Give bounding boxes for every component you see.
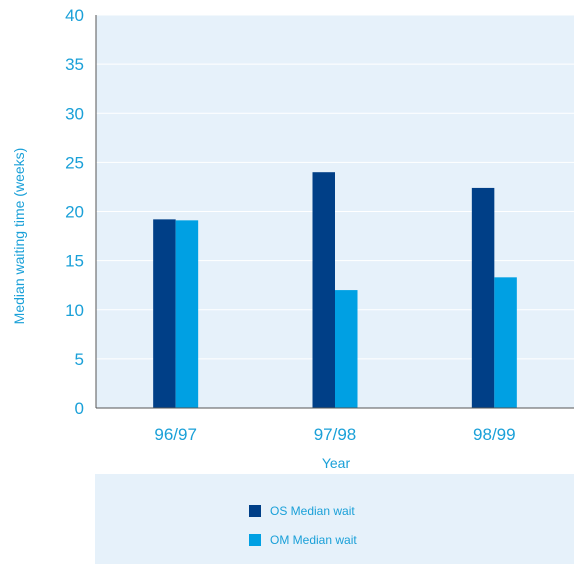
legend: OS Median wait OM Median wait bbox=[95, 474, 574, 564]
x-tick-label: 98/99 bbox=[473, 425, 516, 444]
y-axis-title: Median waiting time (weeks) bbox=[11, 148, 27, 325]
bar-om-98-99 bbox=[494, 277, 517, 408]
x-tick-label: 96/97 bbox=[154, 425, 197, 444]
y-tick-label: 30 bbox=[65, 104, 84, 123]
bar-os-97-98 bbox=[312, 172, 335, 408]
y-tick-label: 20 bbox=[65, 203, 84, 222]
bar-om-96-97 bbox=[175, 220, 199, 408]
x-axis-title: Year bbox=[322, 455, 351, 471]
legend-swatch-os bbox=[249, 505, 261, 517]
legend-label-om: OM Median wait bbox=[270, 533, 357, 547]
y-tick-label: 15 bbox=[65, 252, 84, 271]
legend-swatch-om bbox=[249, 534, 261, 546]
y-tick-label: 5 bbox=[75, 350, 84, 369]
y-tick-label: 35 bbox=[65, 55, 84, 74]
y-tick-labels: 0 5 10 15 20 25 30 35 40 bbox=[65, 6, 84, 418]
bar-chart: 0 5 10 15 20 25 30 35 40 96/97 97/98 98/99 Year Me… bbox=[11, 6, 574, 471]
bar-os-98-99 bbox=[471, 187, 495, 408]
y-tick-label: 0 bbox=[75, 399, 84, 418]
x-tick-labels: 96/97 97/98 98/99 bbox=[154, 425, 515, 444]
x-tick-label: 97/98 bbox=[314, 425, 357, 444]
bar-os-96-97 bbox=[153, 219, 176, 408]
legend-label-os: OS Median wait bbox=[270, 504, 355, 518]
y-tick-label: 25 bbox=[65, 153, 84, 172]
y-tick-label: 10 bbox=[65, 301, 84, 320]
y-tick-label: 40 bbox=[65, 6, 84, 25]
legend-item-os: OS Median wait bbox=[249, 504, 355, 518]
bar-om-97-98 bbox=[335, 290, 358, 408]
legend-item-om: OM Median wait bbox=[249, 533, 357, 547]
bars bbox=[153, 172, 517, 408]
